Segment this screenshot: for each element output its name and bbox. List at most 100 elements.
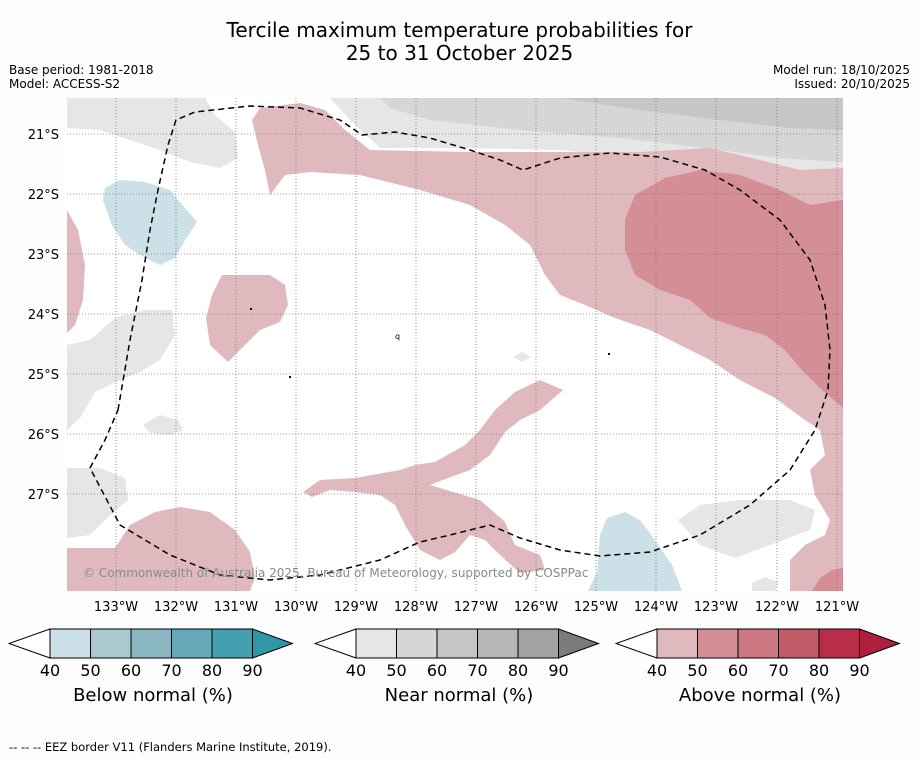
near-normal-tiny-southeast	[752, 577, 778, 591]
colorbar-min-extension	[314, 628, 357, 659]
colorbar-tick-label: 40	[345, 661, 367, 680]
colorbar-tick-label: 40	[646, 661, 668, 680]
colorbar-tick-label: 60	[426, 661, 448, 680]
speckle-2	[608, 353, 610, 355]
colorbar-graphic	[615, 628, 901, 659]
colorbar-above-normal: Above normal (%) 40 50 60 70 80 90	[615, 628, 915, 708]
longitude-labels: 133°W 132°W 131°W 130°W 129°W 128°W 127°W 126°W…	[94, 600, 859, 615]
colorbar-segment	[656, 628, 698, 659]
near-normal-small-west	[143, 415, 183, 435]
colorbar-above-label: Above normal (%)	[678, 685, 842, 706]
below-normal-northwest	[103, 180, 197, 265]
colorbar-tick-label: 50	[386, 661, 407, 680]
map-copyright: © Commonwealth of Australia 2025, Bureau…	[83, 566, 588, 580]
meta-left: Base period: 1981-2018 Model: ACCESS-S2	[9, 63, 154, 91]
model-run: Model run: 18/10/2025	[772, 63, 910, 77]
colorbar-segment	[818, 628, 860, 659]
near-normal-north-60	[560, 98, 843, 130]
model-name: Model: ACCESS-S2	[9, 77, 121, 91]
colorbar-min-extension	[615, 628, 658, 659]
colorbar-tick-label: 70	[161, 661, 182, 680]
colorbar-graphic	[8, 628, 294, 659]
colorbar-tick-label: 80	[201, 661, 223, 680]
lat-label: 24°S	[28, 308, 59, 323]
lon-label: 129°W	[334, 600, 378, 615]
colorbar-segment	[477, 628, 519, 659]
eez-border	[89, 105, 831, 581]
speckle-1	[250, 308, 252, 310]
colorbar-tick-label: 40	[39, 661, 61, 680]
colorbar-tick-label: 60	[120, 661, 142, 680]
lat-label: 21°S	[28, 128, 59, 143]
colorbar-below-label: Below normal (%)	[73, 685, 233, 706]
lat-label: 27°S	[28, 488, 59, 503]
colorbar-segment	[211, 628, 253, 659]
colorbar-tick-label: 90	[242, 661, 263, 680]
near-normal-northwest	[67, 98, 238, 168]
lon-label: 123°W	[694, 600, 738, 615]
title-line-1: Tercile maximum temperature probabilitie…	[226, 18, 693, 42]
above-normal-west-edge	[67, 210, 85, 333]
colorbar-graphic	[314, 628, 600, 659]
colorbar-tick-label: 90	[849, 661, 870, 680]
lon-label: 122°W	[755, 600, 799, 615]
footer-note: -- -- -- EEZ border V11 (Flanders Marine…	[9, 740, 332, 754]
above-normal-west-central	[206, 275, 288, 362]
probability-fill-layer	[67, 98, 843, 591]
colorbar-tick-label: 60	[727, 661, 749, 680]
colorbar-tick-label: 50	[80, 661, 101, 680]
speckle-3	[289, 376, 291, 378]
colorbar-near-label: Near normal (%)	[384, 685, 534, 706]
near-normal-dot	[513, 352, 531, 362]
colorbar-segment	[436, 628, 478, 659]
colorbar-near-normal: Near normal (%) 40 50 60 70 80 90	[314, 628, 614, 708]
colorbar-segment	[130, 628, 172, 659]
near-normal-southeast	[678, 500, 815, 558]
lon-label: 124°W	[634, 600, 678, 615]
colorbar-tick-label: 50	[687, 661, 708, 680]
colorbar-max-extension	[859, 628, 901, 659]
below-normal-south	[588, 512, 682, 591]
colorbar-tick-label: 70	[467, 661, 488, 680]
colorbar-segment	[171, 628, 213, 659]
colorbar-tick-label: 80	[507, 661, 529, 680]
colorbar-segment	[90, 628, 132, 659]
lon-label: 131°W	[214, 600, 258, 615]
lon-label: 132°W	[154, 600, 198, 615]
colorbar-max-extension	[558, 628, 600, 659]
lon-label: 128°W	[394, 600, 438, 615]
lon-label: 127°W	[454, 600, 498, 615]
colorbar-max-extension	[252, 628, 294, 659]
colorbar-min-extension	[8, 628, 51, 659]
map-stray-q: q	[395, 332, 400, 341]
lat-label: 23°S	[28, 248, 59, 263]
above-normal-southwest	[67, 507, 255, 591]
colorbar-segment	[517, 628, 559, 659]
colorbar-tick-label: 70	[768, 661, 789, 680]
colorbar-segment	[355, 628, 397, 659]
above-normal-southeast-50	[812, 568, 843, 591]
lat-label: 25°S	[28, 368, 59, 383]
lat-label: 26°S	[28, 428, 59, 443]
colorbar-segment	[396, 628, 438, 659]
lon-label: 126°W	[514, 600, 558, 615]
colorbar-below-normal: Below normal (%) 40 50 60 70 80 90	[8, 628, 308, 708]
above-normal-tongue	[303, 380, 563, 573]
colorbar-tick-label: 80	[808, 661, 830, 680]
lon-label: 121°W	[815, 600, 859, 615]
near-normal-southwest	[67, 468, 128, 538]
colorbar-segment	[697, 628, 739, 659]
colorbar-segment	[737, 628, 779, 659]
near-normal-west	[67, 310, 175, 430]
map-speckles: q	[250, 308, 610, 378]
gridlines	[67, 98, 843, 591]
colorbar-segment	[778, 628, 820, 659]
lon-label: 125°W	[574, 600, 618, 615]
lon-label: 133°W	[94, 600, 138, 615]
lon-label: 130°W	[274, 600, 318, 615]
meta-right: Model run: 18/10/2025 Issued: 20/10/2025	[773, 63, 910, 91]
lat-label: 22°S	[28, 188, 59, 203]
base-period: Base period: 1981-2018	[9, 63, 154, 77]
colorbar-segment	[49, 628, 91, 659]
